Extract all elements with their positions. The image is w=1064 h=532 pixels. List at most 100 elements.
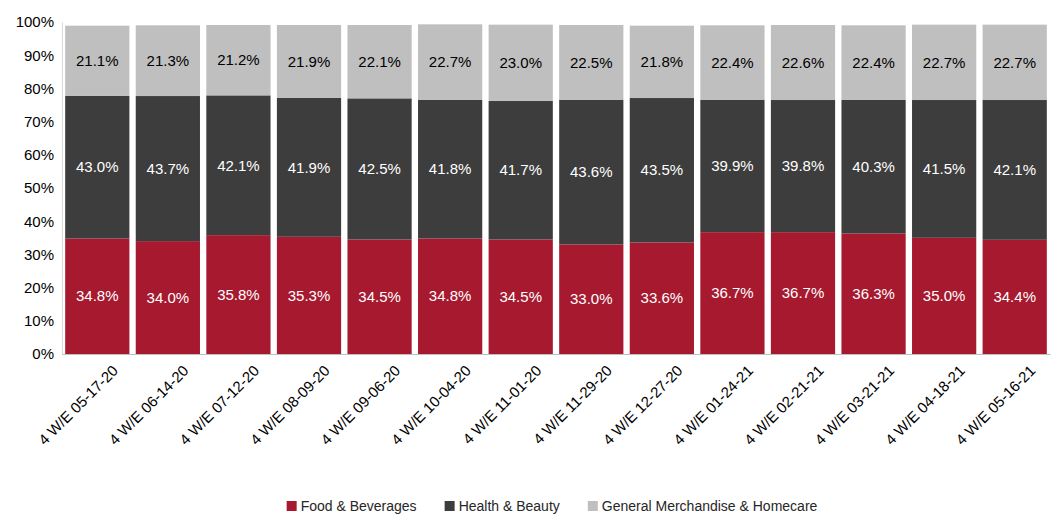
- data-label: 22.4%: [852, 54, 895, 71]
- x-tick-label: 4 W/E 05-16-21: [952, 362, 1038, 448]
- data-label: 21.9%: [288, 53, 331, 70]
- y-tick: 50%: [24, 179, 62, 196]
- data-label: 21.2%: [217, 51, 260, 68]
- bar-segment: [277, 98, 341, 237]
- data-label: 43.5%: [641, 161, 684, 178]
- y-tick: 80%: [24, 80, 62, 97]
- data-label: 40.3%: [852, 158, 895, 175]
- y-tick: 20%: [24, 279, 62, 296]
- data-label: 23.0%: [499, 54, 542, 71]
- bar-segment: [277, 25, 341, 98]
- data-labels: 34.8%34.0%35.8%35.3%34.5%34.8%34.5%33.0%…: [76, 51, 1036, 307]
- bar-segment: [65, 96, 129, 239]
- bar-segment: [206, 25, 270, 95]
- data-label: 21.1%: [76, 52, 119, 69]
- data-label: 21.3%: [147, 52, 190, 69]
- bar-segment: [983, 240, 1047, 354]
- data-label: 21.8%: [641, 53, 684, 70]
- data-label: 34.0%: [147, 289, 190, 306]
- y-tick-label: 50%: [24, 179, 54, 196]
- data-label: 35.3%: [288, 287, 331, 304]
- y-tick-label: 80%: [24, 80, 54, 97]
- legend-item: Food & Beverages: [287, 498, 417, 514]
- bar-segment: [136, 96, 200, 241]
- bar-segment: [841, 233, 905, 354]
- x-axis-line: [63, 354, 1051, 355]
- data-label: 33.6%: [641, 289, 684, 306]
- y-tick: 60%: [24, 146, 62, 163]
- legend-label: Food & Beverages: [301, 498, 417, 514]
- y-tick-label: 0%: [32, 345, 54, 362]
- plot: 0%10%20%30%40%50%60%70%80%90%100%34.8%34…: [16, 13, 1051, 448]
- data-label: 22.1%: [358, 53, 401, 70]
- y-tick-label: 20%: [24, 279, 54, 296]
- bar-segment: [771, 100, 835, 232]
- data-label: 22.6%: [782, 54, 825, 71]
- legend-swatch: [287, 501, 297, 511]
- bar-segment: [418, 24, 482, 99]
- legend: Food & Beverages Health & Beauty General M…: [287, 498, 818, 514]
- data-label: 34.8%: [76, 287, 119, 304]
- data-label: 43.0%: [76, 158, 119, 175]
- data-label: 43.6%: [570, 163, 613, 180]
- bar-segment: [489, 101, 553, 239]
- legend-label: General Merchandise & Homecare: [602, 498, 818, 514]
- y-tick-label: 40%: [24, 213, 54, 230]
- data-label: 22.7%: [429, 53, 472, 70]
- data-label: 36.3%: [852, 285, 895, 302]
- y-tick: 10%: [24, 312, 62, 329]
- bar-segment: [418, 238, 482, 354]
- y-tick: 90%: [24, 47, 62, 64]
- bar-segment: [206, 95, 270, 235]
- data-label: 22.7%: [993, 54, 1036, 71]
- legend-label: Health & Beauty: [459, 498, 560, 514]
- data-label: 36.7%: [711, 284, 754, 301]
- bar-segment: [630, 98, 694, 242]
- bar-segment: [277, 237, 341, 354]
- data-label: 41.9%: [288, 159, 331, 176]
- data-label: 34.5%: [358, 288, 401, 305]
- bar-segment: [489, 239, 553, 354]
- data-label: 42.1%: [993, 161, 1036, 178]
- bar-segment: [559, 100, 623, 245]
- bar-segment: [983, 25, 1047, 100]
- data-label: 22.7%: [923, 54, 966, 71]
- bar-segment: [912, 100, 976, 238]
- legend-swatch: [445, 501, 455, 511]
- x-tick: 4 W/E 05-16-21: [952, 354, 1038, 448]
- bar-segment: [347, 98, 411, 239]
- bar-segment: [630, 242, 694, 354]
- data-label: 41.7%: [499, 161, 542, 178]
- bar-segment: [841, 100, 905, 234]
- bar-segment: [700, 232, 764, 354]
- data-label: 39.9%: [711, 157, 754, 174]
- bar-segment: [559, 25, 623, 100]
- y-tick: 0%: [32, 345, 62, 362]
- bar-segment: [771, 232, 835, 354]
- data-label: 43.7%: [147, 160, 190, 177]
- bar-segment: [418, 100, 482, 239]
- bar-segment: [983, 100, 1047, 240]
- data-label: 22.5%: [570, 54, 613, 71]
- data-label: 22.4%: [711, 54, 754, 71]
- bar-segment: [559, 244, 623, 354]
- bar-segment: [206, 235, 270, 354]
- bar-segment: [136, 25, 200, 96]
- bar-segment: [489, 25, 553, 101]
- data-label: 34.4%: [993, 288, 1036, 305]
- y-axis: 0%10%20%30%40%50%60%70%80%90%100%: [16, 13, 63, 362]
- data-label: 34.8%: [429, 287, 472, 304]
- legend-item: General Merchandise & Homecare: [588, 498, 818, 514]
- data-label: 41.8%: [429, 160, 472, 177]
- bar-segment: [912, 238, 976, 354]
- bar-segment: [630, 26, 694, 98]
- legend-swatch: [588, 501, 598, 511]
- y-tick: 30%: [24, 246, 62, 263]
- bar-segment: [841, 25, 905, 99]
- data-label: 39.8%: [782, 157, 825, 174]
- y-tick: 70%: [24, 113, 62, 130]
- data-label: 35.0%: [923, 287, 966, 304]
- bars: [65, 24, 1047, 354]
- chart: 0%10%20%30%40%50%60%70%80%90%100%34.8%34…: [0, 0, 1064, 532]
- y-tick-label: 30%: [24, 246, 54, 263]
